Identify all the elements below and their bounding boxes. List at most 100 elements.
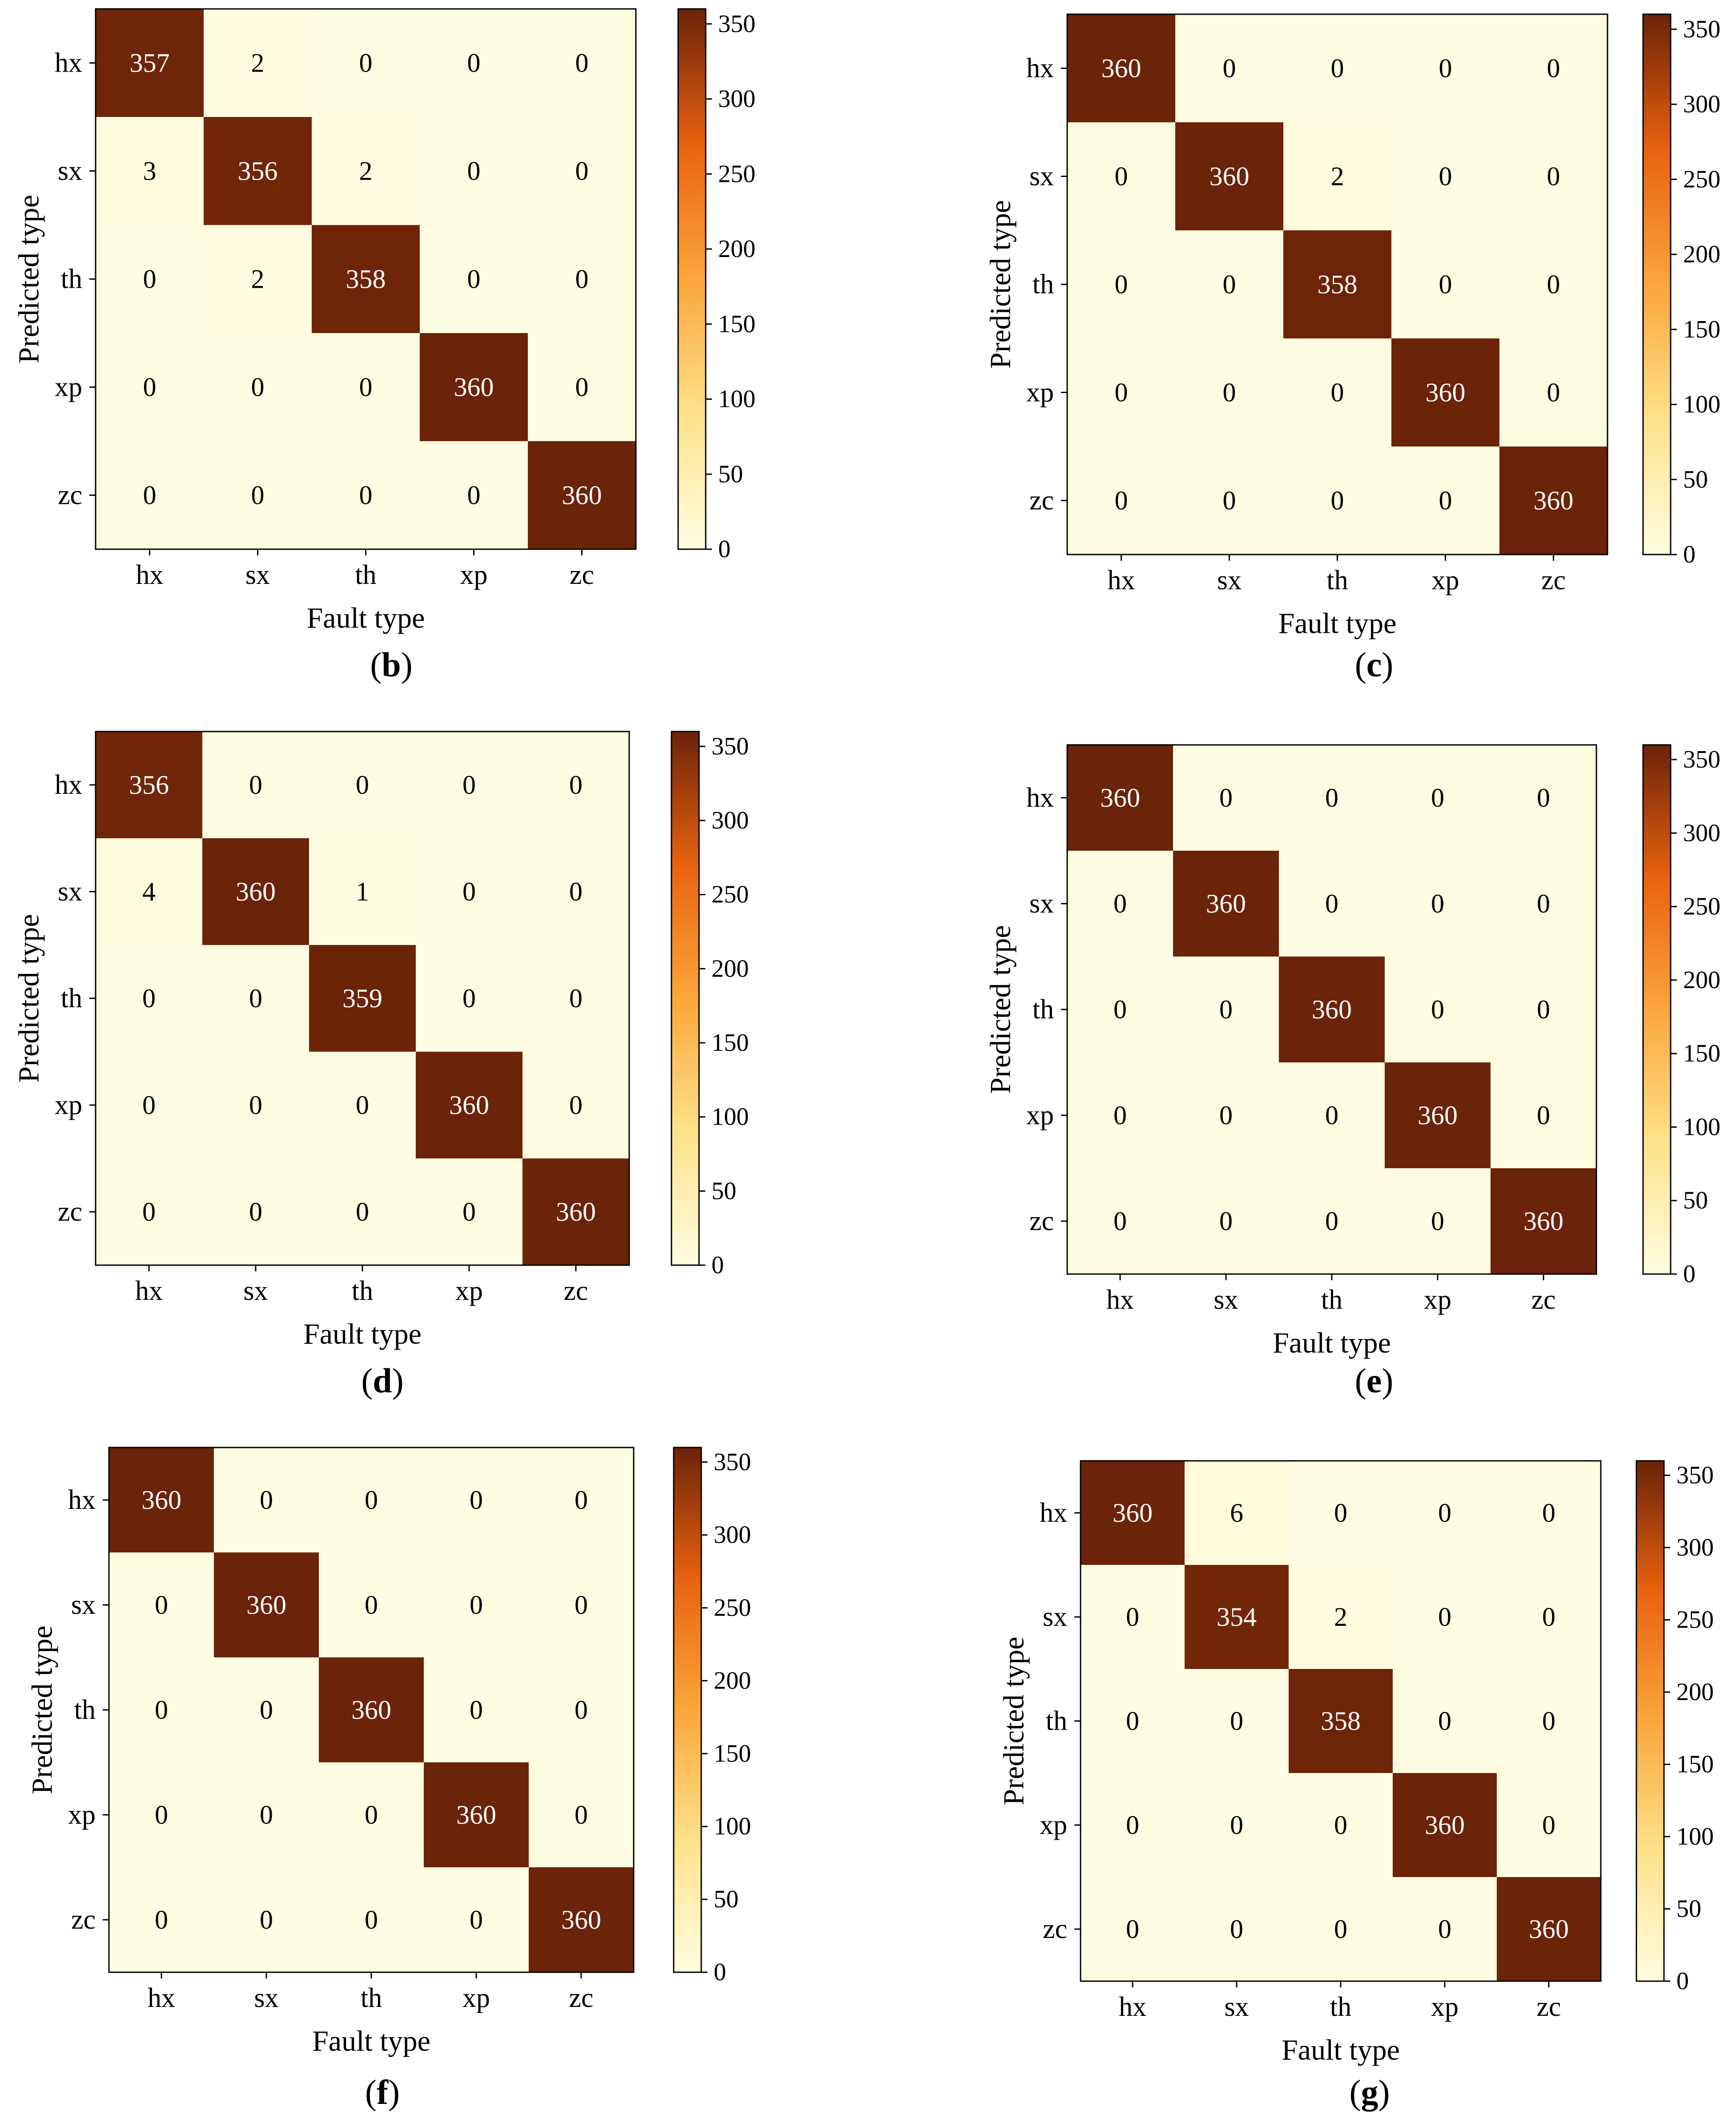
colorbar-tick-label-200: 200 — [1683, 241, 1720, 268]
y-tick-label-hx: hx — [1026, 53, 1054, 84]
cell-th-xp — [1385, 957, 1491, 1063]
colorbar-tick-label-150: 150 — [714, 1740, 751, 1767]
y-axis-title: Predicted type — [26, 1625, 59, 1794]
y-tick-label-sx: sx — [1029, 161, 1054, 192]
x-tick-label-zc: zc — [1536, 1992, 1561, 2022]
cell-value-sx-zc: 0 — [1547, 162, 1560, 191]
cell-value-hx-th: 0 — [356, 770, 369, 800]
colorbar-tick-label-0: 0 — [1683, 541, 1696, 568]
x-axis-title: Fault type — [312, 2025, 430, 2058]
cell-th-th — [1279, 957, 1385, 1063]
cell-value-th-hx: 0 — [1113, 995, 1127, 1024]
cell-value-zc-zc: 360 — [1523, 1206, 1563, 1236]
cell-value-xp-th: 0 — [1334, 1810, 1347, 1840]
cell-zc-sx — [214, 1867, 319, 1973]
x-tick-label-zc: zc — [1541, 565, 1566, 595]
cell-value-th-xp: 0 — [467, 265, 481, 294]
cell-value-hx-xp: 0 — [1438, 1498, 1451, 1528]
cell-zc-xp — [420, 441, 528, 550]
cell-value-th-hx: 0 — [143, 265, 157, 294]
cell-zc-hx — [1067, 446, 1176, 555]
cell-hx-sx — [214, 1447, 319, 1553]
cell-value-th-hx: 0 — [1126, 1706, 1139, 1736]
cell-value-hx-xp: 0 — [1431, 783, 1444, 812]
caption-b: (b) — [370, 645, 413, 684]
y-tick-label-zc: zc — [71, 1905, 96, 1935]
cell-value-sx-xp: 0 — [470, 1590, 483, 1620]
cell-value-zc-zc: 360 — [556, 1197, 596, 1226]
cell-value-th-th: 360 — [351, 1695, 391, 1725]
cell-value-th-sx: 0 — [1223, 270, 1236, 299]
x-tick-label-xp: xp — [1432, 565, 1459, 595]
cell-hx-sx — [202, 732, 309, 839]
y-tick-label-hx: hx — [68, 1485, 96, 1515]
x-axis-title: Fault type — [1278, 607, 1397, 640]
colorbar-tick-label-50: 50 — [718, 460, 743, 488]
y-tick-label-zc: zc — [1043, 1914, 1067, 1944]
cell-xp-th — [309, 1052, 416, 1159]
cell-th-sx — [1173, 957, 1279, 1063]
colorbar-tick-label-150: 150 — [1683, 1040, 1720, 1067]
x-tick-label-xp: xp — [1431, 1992, 1459, 2022]
cell-value-xp-sx: 0 — [1223, 378, 1236, 407]
cell-sx-xp — [424, 1552, 529, 1658]
cell-value-zc-sx: 0 — [251, 481, 265, 510]
panel-b: 357 2 0 0 0 3 356 2 0 0 0 2 358 0 0 0 0 0 360 0 0 0 0 0 360 hx sx t… — [0, 0, 867, 703]
x-axis-title: Fault type — [303, 1318, 422, 1351]
cell-value-sx-th: 0 — [365, 1590, 378, 1620]
cell-value-th-xp: 0 — [1439, 270, 1452, 299]
cell-value-xp-xp: 360 — [1418, 1101, 1458, 1130]
cell-hx-xp — [420, 9, 528, 117]
cell-zc-zc — [1499, 446, 1608, 555]
heatmap-e: 360 0 0 0 0 0 360 0 0 0 0 0 360 0 0 0 0 0 360 0 0 0 0 0 360 hx sx t… — [985, 744, 1720, 1359]
cell-value-zc-zc: 360 — [561, 1905, 601, 1934]
cell-value-zc-xp: 0 — [1438, 1914, 1451, 1944]
x-tick-label-sx: sx — [1224, 1992, 1249, 2022]
cell-sx-hx — [1067, 851, 1173, 957]
cell-value-hx-hx: 360 — [1100, 783, 1140, 812]
y-tick-label-th: th — [1033, 269, 1054, 300]
cell-xp-th — [1279, 1062, 1385, 1169]
cell-value-sx-sx: 360 — [1206, 889, 1246, 918]
x-tick-label-hx: hx — [135, 1276, 163, 1306]
cell-th-hx — [109, 1657, 214, 1763]
heatmap-f: 360 0 0 0 0 0 360 0 0 0 0 0 360 0 0 0 0 0 360 0 0 0 0 0 360 hx sx t… — [26, 1447, 751, 2058]
cell-zc-sx — [1185, 1877, 1289, 1982]
colorbar-tick-label-250: 250 — [711, 881, 749, 909]
cell-th-zc — [1497, 1669, 1601, 1773]
cell-hx-zc — [1499, 14, 1608, 123]
cell-value-hx-zc: 0 — [1537, 783, 1550, 812]
cell-value-zc-th: 0 — [1331, 486, 1344, 515]
cell-xp-hx — [96, 333, 204, 442]
cell-value-xp-hx: 0 — [143, 373, 157, 402]
cell-hx-hx — [1067, 745, 1173, 851]
cell-value-zc-sx: 0 — [260, 1905, 273, 1934]
cell-value-th-xp: 0 — [470, 1695, 483, 1725]
cell-hx-hx — [96, 9, 204, 117]
cell-zc-xp — [1393, 1877, 1497, 1982]
colorbar-tick-label-350: 350 — [711, 732, 749, 760]
cell-hx-th — [319, 1447, 424, 1553]
cell-xp-th — [319, 1762, 424, 1868]
heatmap-grid: 360 0 0 0 0 0 360 0 0 0 0 0 360 0 0 0 0 0 360 0 0 0 0 0 360 hx sx t… — [26, 1447, 751, 2058]
cell-value-hx-th: 0 — [365, 1485, 378, 1515]
panel-d: 356 0 0 0 0 4 360 1 0 0 0 0 359 0 0 0 0 0 360 0 0 0 0 0 360 hx sx t… — [0, 716, 867, 1427]
cell-th-zc — [528, 225, 636, 334]
cell-th-xp — [420, 225, 528, 334]
cell-value-th-sx: 0 — [260, 1695, 273, 1725]
colorbar-tick-label-350: 350 — [1683, 16, 1720, 43]
cell-value-xp-zc: 0 — [575, 373, 589, 402]
cell-value-zc-th: 0 — [359, 481, 373, 510]
colorbar — [677, 8, 707, 550]
colorbar-tick-label-50: 50 — [714, 1886, 739, 1913]
cell-zc-xp — [416, 1158, 523, 1266]
cell-hx-sx — [1185, 1461, 1289, 1565]
cell-value-hx-xp: 0 — [1439, 54, 1452, 83]
cell-sx-zc — [522, 838, 630, 945]
colorbar-tick-label-250: 250 — [1683, 165, 1720, 193]
cell-value-sx-zc: 0 — [569, 877, 583, 906]
cell-xp-sx — [202, 1052, 309, 1159]
caption-f: (f) — [365, 2073, 400, 2111]
